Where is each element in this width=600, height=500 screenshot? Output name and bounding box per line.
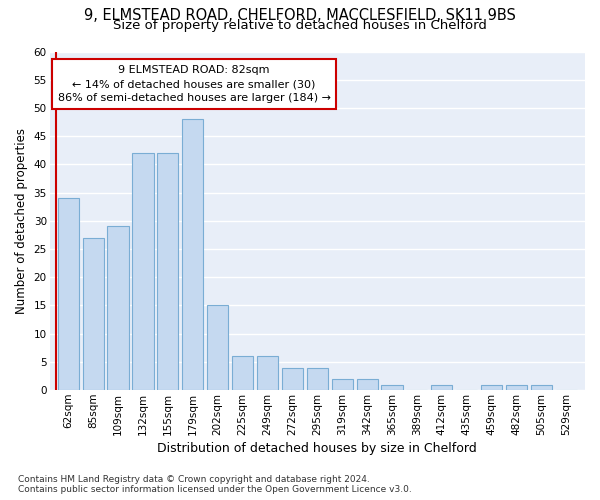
Bar	[257, 356, 278, 390]
Y-axis label: Number of detached properties: Number of detached properties	[15, 128, 28, 314]
Bar	[282, 368, 303, 390]
Bar	[83, 238, 104, 390]
Bar	[506, 384, 527, 390]
Bar	[107, 226, 128, 390]
Bar	[58, 198, 79, 390]
Bar	[182, 119, 203, 390]
Bar	[431, 384, 452, 390]
Bar	[307, 368, 328, 390]
X-axis label: Distribution of detached houses by size in Chelford: Distribution of detached houses by size …	[157, 442, 477, 455]
Bar	[157, 153, 178, 390]
Text: Contains HM Land Registry data © Crown copyright and database right 2024.
Contai: Contains HM Land Registry data © Crown c…	[18, 474, 412, 494]
Bar	[531, 384, 552, 390]
Bar	[332, 379, 353, 390]
Text: 9 ELMSTEAD ROAD: 82sqm
← 14% of detached houses are smaller (30)
86% of semi-det: 9 ELMSTEAD ROAD: 82sqm ← 14% of detached…	[58, 65, 331, 103]
Bar	[481, 384, 502, 390]
Bar	[232, 356, 253, 390]
Bar	[207, 306, 228, 390]
Text: 9, ELMSTEAD ROAD, CHELFORD, MACCLESFIELD, SK11 9BS: 9, ELMSTEAD ROAD, CHELFORD, MACCLESFIELD…	[84, 8, 516, 22]
Text: Size of property relative to detached houses in Chelford: Size of property relative to detached ho…	[113, 19, 487, 32]
Bar	[356, 379, 377, 390]
Bar	[382, 384, 403, 390]
Bar	[133, 153, 154, 390]
